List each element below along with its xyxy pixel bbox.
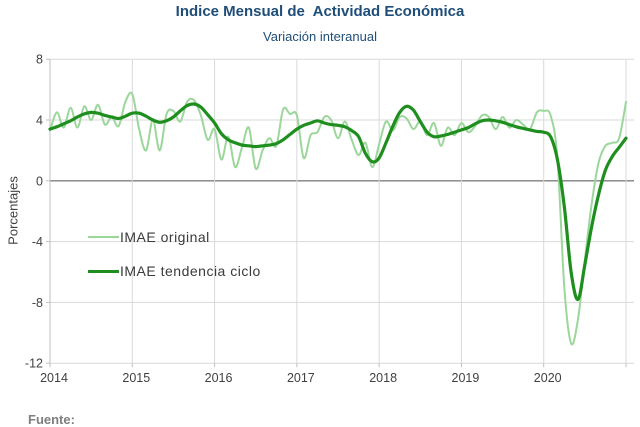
x-tick-label: 2020 [534, 371, 562, 385]
legend-label-trend: IMAE tendencia ciclo [120, 263, 261, 279]
y-tick-label: -8 [32, 296, 43, 310]
legend-item-trend: IMAE tendencia ciclo [88, 263, 261, 279]
y-tick-label: 0 [36, 174, 43, 188]
x-tick-label: 2014 [40, 371, 68, 385]
legend-label-original: IMAE original [120, 229, 210, 245]
legend-line-trend-icon [88, 269, 119, 273]
y-tick-label: 8 [36, 53, 43, 67]
series-imae-original [49, 91, 627, 346]
chart-title: Indice Mensual de Actividad Económica [175, 3, 465, 20]
legend-line-original-icon [88, 236, 119, 238]
y-tick-label: -12 [25, 357, 43, 371]
x-tick-label: 2016 [205, 371, 233, 385]
chart-subtitle: Variación interanual [263, 29, 377, 44]
source-label: Fuente: [28, 412, 75, 427]
y-tick-label: -4 [32, 235, 43, 249]
x-tick-label: 2018 [369, 371, 397, 385]
x-tick-label: 2015 [122, 371, 150, 385]
legend-item-original: IMAE original [88, 229, 210, 245]
y-tick-label: 4 [36, 114, 43, 128]
x-tick-label: 2019 [452, 371, 480, 385]
series-imae-tendencia-ciclo [48, 102, 628, 302]
x-tick-label: 2017 [287, 371, 315, 385]
